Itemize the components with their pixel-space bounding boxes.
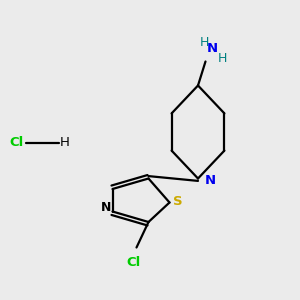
- Text: Cl: Cl: [10, 136, 24, 149]
- Text: N: N: [205, 174, 216, 188]
- Text: Cl: Cl: [126, 256, 141, 269]
- Text: H: H: [218, 52, 227, 65]
- Text: S: S: [173, 195, 183, 208]
- Text: N: N: [207, 42, 218, 55]
- Text: H: H: [60, 136, 70, 149]
- Text: N: N: [101, 201, 111, 214]
- Text: H: H: [199, 36, 209, 49]
